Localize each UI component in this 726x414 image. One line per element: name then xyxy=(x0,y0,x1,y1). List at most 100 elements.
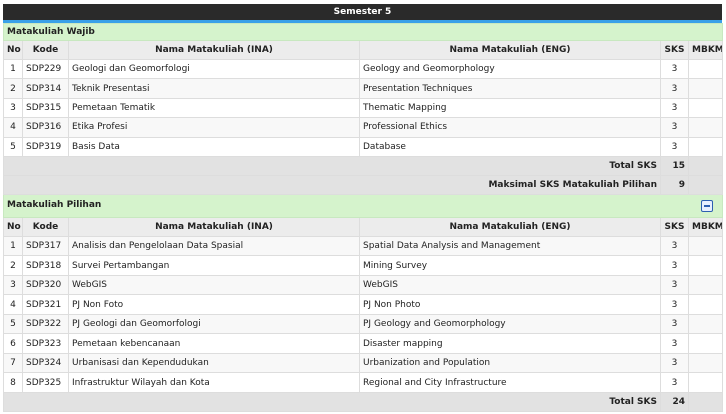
r-row: 7 SDP324 Urbanisasi dan Kependudukan Urbani… xyxy=(3,352,723,374)
code-cell: SDP317 xyxy=(22,235,69,257)
name-eng-cell: Regional and City Infrastructure xyxy=(359,372,661,393)
name-ina-cell: Analisis dan Pengelolaan Data Spasial xyxy=(68,235,360,257)
summary-empty xyxy=(688,391,723,412)
summary-empty xyxy=(688,174,723,195)
mbkm-cell xyxy=(688,78,723,99)
r-row: 3 SDP320 WebGIS WebGIS 3 xyxy=(3,274,723,296)
column-header: SKS xyxy=(660,216,689,237)
semester-panel: Semester 5 Matakuliah Wajib No Kode Nama Ma… xyxy=(3,4,723,412)
section-title-text: Matakuliah Pilihan xyxy=(7,199,102,210)
name-ina-cell: Survei Pertambangan xyxy=(68,255,360,276)
r-row: 3 SDP315 Pemetaan Tematik Thematic Mapping 3 xyxy=(3,97,723,119)
name-ina-cell: Pemetaan Tematik xyxy=(68,97,360,119)
sks-cell: 3 xyxy=(660,136,689,157)
accent-bar xyxy=(3,20,722,23)
course-table: Matakuliah Wajib No Kode Nama Matakuliah (I… xyxy=(3,23,723,412)
summary-label: Maksimal SKS Matakuliah Pilihan xyxy=(3,174,661,195)
name-eng-cell: Mining Survey xyxy=(359,255,661,276)
code-cell: SDP314 xyxy=(22,78,69,99)
green-row: Matakuliah Wajib xyxy=(3,23,723,41)
name-ina-cell: PJ Geologi dan Geomorfologi xyxy=(68,313,360,335)
sks-cell: 3 xyxy=(660,313,689,335)
sks-cell: 3 xyxy=(660,274,689,296)
tot-row: Total SKS 24 xyxy=(3,391,723,412)
name-ina-cell: Basis Data xyxy=(68,136,360,157)
r-row: 6 SDP323 Pemetaan kebencanaan Disaster mapp… xyxy=(3,333,723,354)
name-ina-cell: Geologi dan Geomorfologi xyxy=(68,58,360,80)
no-cell: 6 xyxy=(3,333,23,354)
mbkm-cell xyxy=(688,313,723,335)
mbkm-cell xyxy=(688,294,723,315)
tot-row: Total SKS 15 xyxy=(3,155,723,176)
no-cell: 5 xyxy=(3,313,23,335)
no-cell: 1 xyxy=(3,58,23,80)
collapse-button[interactable] xyxy=(701,199,713,212)
r-row: 8 SDP325 Infrastruktur Wilayah dan Kota Reg… xyxy=(3,372,723,393)
column-header: No xyxy=(3,40,23,60)
mbkm-cell xyxy=(688,333,723,354)
name-eng-cell: Disaster mapping xyxy=(359,333,661,354)
sks-cell: 3 xyxy=(660,97,689,119)
name-ina-cell: Urbanisasi dan Kependudukan xyxy=(68,352,360,374)
green-row: Matakuliah Pilihan xyxy=(3,193,723,218)
tot-row: Maksimal SKS Matakuliah Pilihan 9 xyxy=(3,174,723,195)
column-header: Nama Matakuliah (INA) xyxy=(68,40,360,60)
mbkm-cell xyxy=(688,255,723,276)
name-ina-cell: PJ Non Foto xyxy=(68,294,360,315)
r-row: 4 SDP321 PJ Non Foto PJ Non Photo 3 xyxy=(3,294,723,315)
name-ina-cell: Pemetaan kebencanaan xyxy=(68,333,360,354)
mbkm-cell xyxy=(688,274,723,296)
sks-cell: 3 xyxy=(660,255,689,276)
no-cell: 3 xyxy=(3,97,23,119)
no-cell: 4 xyxy=(3,294,23,315)
code-cell: SDP325 xyxy=(22,372,69,393)
r-row: 1 SDP317 Analisis dan Pengelolaan Data Spa… xyxy=(3,235,723,257)
name-eng-cell: Professional Ethics xyxy=(359,117,661,138)
sks-cell: 3 xyxy=(660,117,689,138)
summary-value: 9 xyxy=(660,174,689,195)
column-header: MBKM xyxy=(688,40,723,60)
mbkm-cell xyxy=(688,117,723,138)
column-header: Kode xyxy=(22,40,69,60)
name-eng-cell: Spatial Data Analysis and Management xyxy=(359,235,661,257)
column-header: MBKM xyxy=(688,216,723,237)
semester-title: Semester 5 xyxy=(3,4,722,20)
sks-cell: 3 xyxy=(660,294,689,315)
name-ina-cell: Etika Profesi xyxy=(68,117,360,138)
name-eng-cell: Database xyxy=(359,136,661,157)
code-cell: SDP320 xyxy=(22,274,69,296)
no-cell: 3 xyxy=(3,274,23,296)
mbkm-cell xyxy=(688,97,723,119)
no-cell: 4 xyxy=(3,117,23,138)
column-header: Nama Matakuliah (ENG) xyxy=(359,40,661,60)
code-cell: SDP319 xyxy=(22,136,69,157)
r-row: 1 SDP229 Geologi dan Geomorfologi Geology a… xyxy=(3,58,723,80)
head-row: No Kode Nama Matakuliah (INA) Nama Matakuli… xyxy=(3,40,723,60)
r-row: 4 SDP316 Etika Profesi Professional Ethics 3 xyxy=(3,117,723,138)
summary-value: 24 xyxy=(660,391,689,412)
mbkm-cell xyxy=(688,352,723,374)
no-cell: 8 xyxy=(3,372,23,393)
no-cell: 2 xyxy=(3,255,23,276)
code-cell: SDP324 xyxy=(22,352,69,374)
name-eng-cell: PJ Non Photo xyxy=(359,294,661,315)
sks-cell: 3 xyxy=(660,235,689,257)
sks-cell: 3 xyxy=(660,352,689,374)
column-header: Nama Matakuliah (ENG) xyxy=(359,216,661,237)
no-cell: 2 xyxy=(3,78,23,99)
code-cell: SDP229 xyxy=(22,58,69,80)
summary-label: Total SKS xyxy=(3,155,661,176)
name-ina-cell: Teknik Presentasi xyxy=(68,78,360,99)
name-eng-cell: Urbanization and Population xyxy=(359,352,661,374)
section-title: Matakuliah Pilihan xyxy=(3,193,723,218)
mbkm-cell xyxy=(688,58,723,80)
head-row: No Kode Nama Matakuliah (INA) Nama Matakuli… xyxy=(3,216,723,237)
code-cell: SDP316 xyxy=(22,117,69,138)
sks-cell: 3 xyxy=(660,372,689,393)
summary-label: Total SKS xyxy=(3,391,661,412)
mbkm-cell xyxy=(688,136,723,157)
section-title-text: Matakuliah Wajib xyxy=(7,27,95,37)
r-row: 5 SDP322 PJ Geologi dan Geomorfologi PJ Geo… xyxy=(3,313,723,335)
no-cell: 5 xyxy=(3,136,23,157)
